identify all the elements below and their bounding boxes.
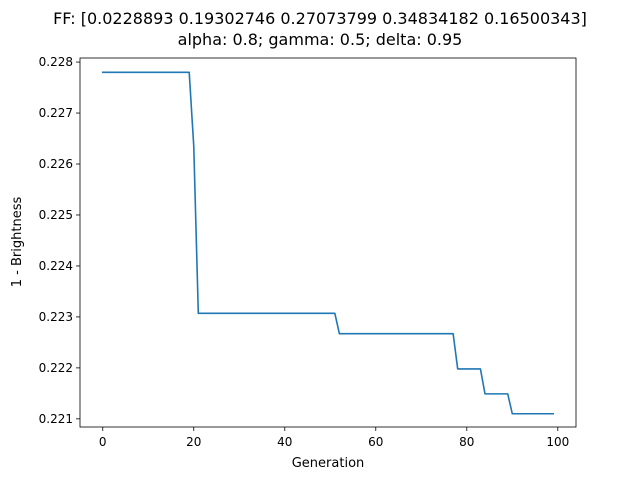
y-tick-label: 0.227 — [39, 106, 73, 120]
x-tick-label: 40 — [277, 435, 292, 449]
y-axis-label: 1 - Brightness — [10, 197, 25, 288]
plot-background — [80, 58, 576, 427]
x-tick-label: 60 — [368, 435, 383, 449]
y-tick-label: 0.228 — [39, 55, 73, 69]
series-line — [101, 71, 555, 415]
plot-frame — [79, 57, 577, 428]
y-axis-ticks: 0.221 0.222 0.223 0.224 0.225 0.226 0.227 0.228 — [39, 55, 80, 426]
chart-title: FF: [0.0228893 0.19302746 0.27073799 0.3… — [53, 9, 587, 28]
x-tick-label: 100 — [546, 435, 569, 449]
x-tick-label: 20 — [186, 435, 201, 449]
x-axis-label: Generation — [292, 456, 365, 471]
y-tick-label: 0.225 — [39, 208, 73, 222]
x-tick-label: 0 — [99, 435, 107, 449]
y-tick-label: 0.222 — [39, 361, 73, 375]
y-tick-label: 0.224 — [39, 259, 73, 273]
y-tick-label: 0.226 — [39, 157, 73, 171]
x-axis-ticks: 0 20 40 60 80 100 — [99, 427, 569, 449]
plot-area — [79, 57, 577, 428]
y-tick-label: 0.221 — [39, 412, 73, 426]
series-layer — [101, 71, 555, 415]
y-tick-label: 0.223 — [39, 310, 73, 324]
x-tick-label: 80 — [459, 435, 474, 449]
chart-subtitle: alpha: 0.8; gamma: 0.5; delta: 0.95 — [178, 30, 463, 49]
